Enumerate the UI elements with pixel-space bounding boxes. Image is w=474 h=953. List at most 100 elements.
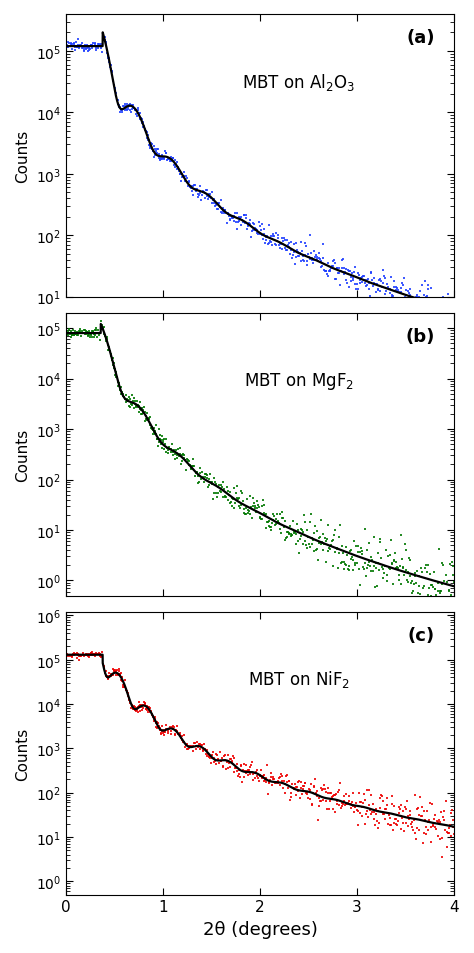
Point	[420, 803, 428, 819]
Point	[135, 695, 142, 710]
Point	[430, 565, 438, 580]
Point	[74, 326, 82, 341]
Point	[97, 649, 105, 664]
Point	[233, 222, 240, 237]
Point	[441, 822, 449, 838]
Point	[265, 514, 273, 529]
Point	[98, 39, 106, 54]
Point	[274, 516, 282, 531]
Point	[344, 263, 352, 278]
Point	[213, 198, 220, 213]
Point	[340, 561, 348, 577]
Point	[337, 776, 344, 791]
Point	[157, 727, 165, 742]
Point	[356, 273, 364, 288]
Point	[382, 559, 389, 575]
Point	[131, 396, 138, 412]
Point	[80, 323, 88, 338]
Point	[270, 228, 277, 243]
Point	[271, 518, 279, 534]
Point	[210, 751, 218, 766]
Point	[157, 434, 165, 449]
Point	[426, 795, 434, 810]
Point	[156, 432, 164, 447]
Point	[136, 106, 144, 121]
Point	[177, 456, 185, 472]
Point	[329, 253, 337, 269]
Point	[100, 33, 108, 49]
Point	[245, 503, 252, 518]
Point	[436, 296, 443, 312]
Point	[260, 227, 267, 242]
Point	[154, 439, 162, 455]
Point	[292, 787, 300, 802]
Point	[145, 700, 153, 715]
Point	[339, 797, 347, 812]
Point	[365, 537, 373, 552]
Point	[365, 782, 373, 798]
Point	[382, 284, 390, 299]
Point	[118, 103, 125, 118]
Point	[200, 743, 207, 759]
Point	[337, 557, 345, 572]
Point	[64, 35, 72, 51]
Point	[377, 787, 385, 802]
Point	[98, 320, 105, 335]
Point	[290, 781, 297, 796]
Point	[428, 306, 435, 321]
Point	[269, 772, 276, 787]
Point	[292, 537, 300, 552]
Point	[290, 523, 297, 538]
Point	[283, 767, 291, 782]
Point	[158, 719, 165, 734]
Point	[90, 647, 98, 662]
Point	[447, 806, 455, 821]
Point	[243, 763, 251, 779]
Point	[425, 815, 432, 830]
Point	[262, 507, 270, 522]
Point	[202, 467, 210, 482]
Point	[163, 146, 170, 161]
Point	[401, 290, 409, 305]
Point	[271, 775, 279, 790]
Point	[221, 490, 228, 505]
Point	[298, 523, 306, 538]
Point	[250, 217, 258, 233]
Point	[73, 646, 80, 661]
Point	[128, 389, 136, 404]
Point	[89, 646, 97, 661]
Point	[173, 155, 181, 171]
Point	[447, 617, 455, 632]
Point	[191, 458, 198, 474]
Point	[337, 264, 345, 279]
Point	[154, 721, 161, 737]
Point	[423, 290, 431, 305]
Point	[137, 703, 144, 719]
Point	[395, 285, 402, 300]
Point	[440, 302, 447, 317]
Point	[332, 786, 340, 801]
Point	[120, 99, 128, 114]
Point	[401, 800, 409, 815]
Point	[407, 290, 415, 305]
Point	[249, 491, 257, 506]
Point	[313, 541, 321, 557]
Point	[114, 666, 122, 681]
Point	[140, 120, 147, 135]
Point	[182, 740, 189, 755]
Point	[126, 693, 133, 708]
Point	[234, 493, 242, 508]
Point	[87, 39, 94, 54]
Point	[404, 285, 412, 300]
Point	[255, 227, 262, 242]
Point	[246, 489, 254, 504]
Point	[377, 790, 384, 805]
Point	[126, 99, 133, 114]
Point	[176, 440, 183, 456]
Point	[64, 328, 72, 343]
Point	[139, 700, 146, 716]
Point	[118, 670, 126, 685]
Point	[80, 648, 88, 663]
Point	[176, 726, 183, 741]
Point	[240, 757, 248, 772]
